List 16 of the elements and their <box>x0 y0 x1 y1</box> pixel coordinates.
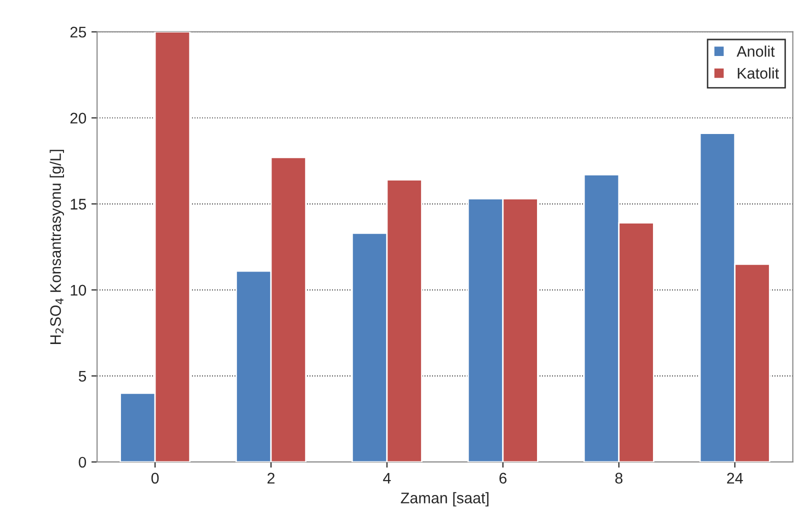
y-tick-label: 0 <box>78 456 86 468</box>
y-tick-label: 15 <box>70 198 86 210</box>
legend-label: Anolit <box>736 46 775 57</box>
x-tick-label: 24 <box>727 472 743 484</box>
y-tick-label: 10 <box>70 284 86 296</box>
y-tick-label: 5 <box>78 370 86 382</box>
legend-label: Katolit <box>738 67 779 79</box>
x-tick-label: 6 <box>499 472 507 484</box>
y-axis-title: H$_{2}$SO$_{4}$ Konsantrasyonu [g/L] <box>50 150 64 344</box>
x-tick-label: 4 <box>383 472 391 484</box>
x-tick-label: 0 <box>151 472 159 484</box>
y-tick-label: 25 <box>70 26 86 38</box>
x-tick-label: 8 <box>615 472 622 484</box>
x-tick-label: 2 <box>268 472 274 484</box>
x-axis-title: Zaman [saat] <box>400 492 488 506</box>
y-tick-label: 20 <box>70 112 86 124</box>
